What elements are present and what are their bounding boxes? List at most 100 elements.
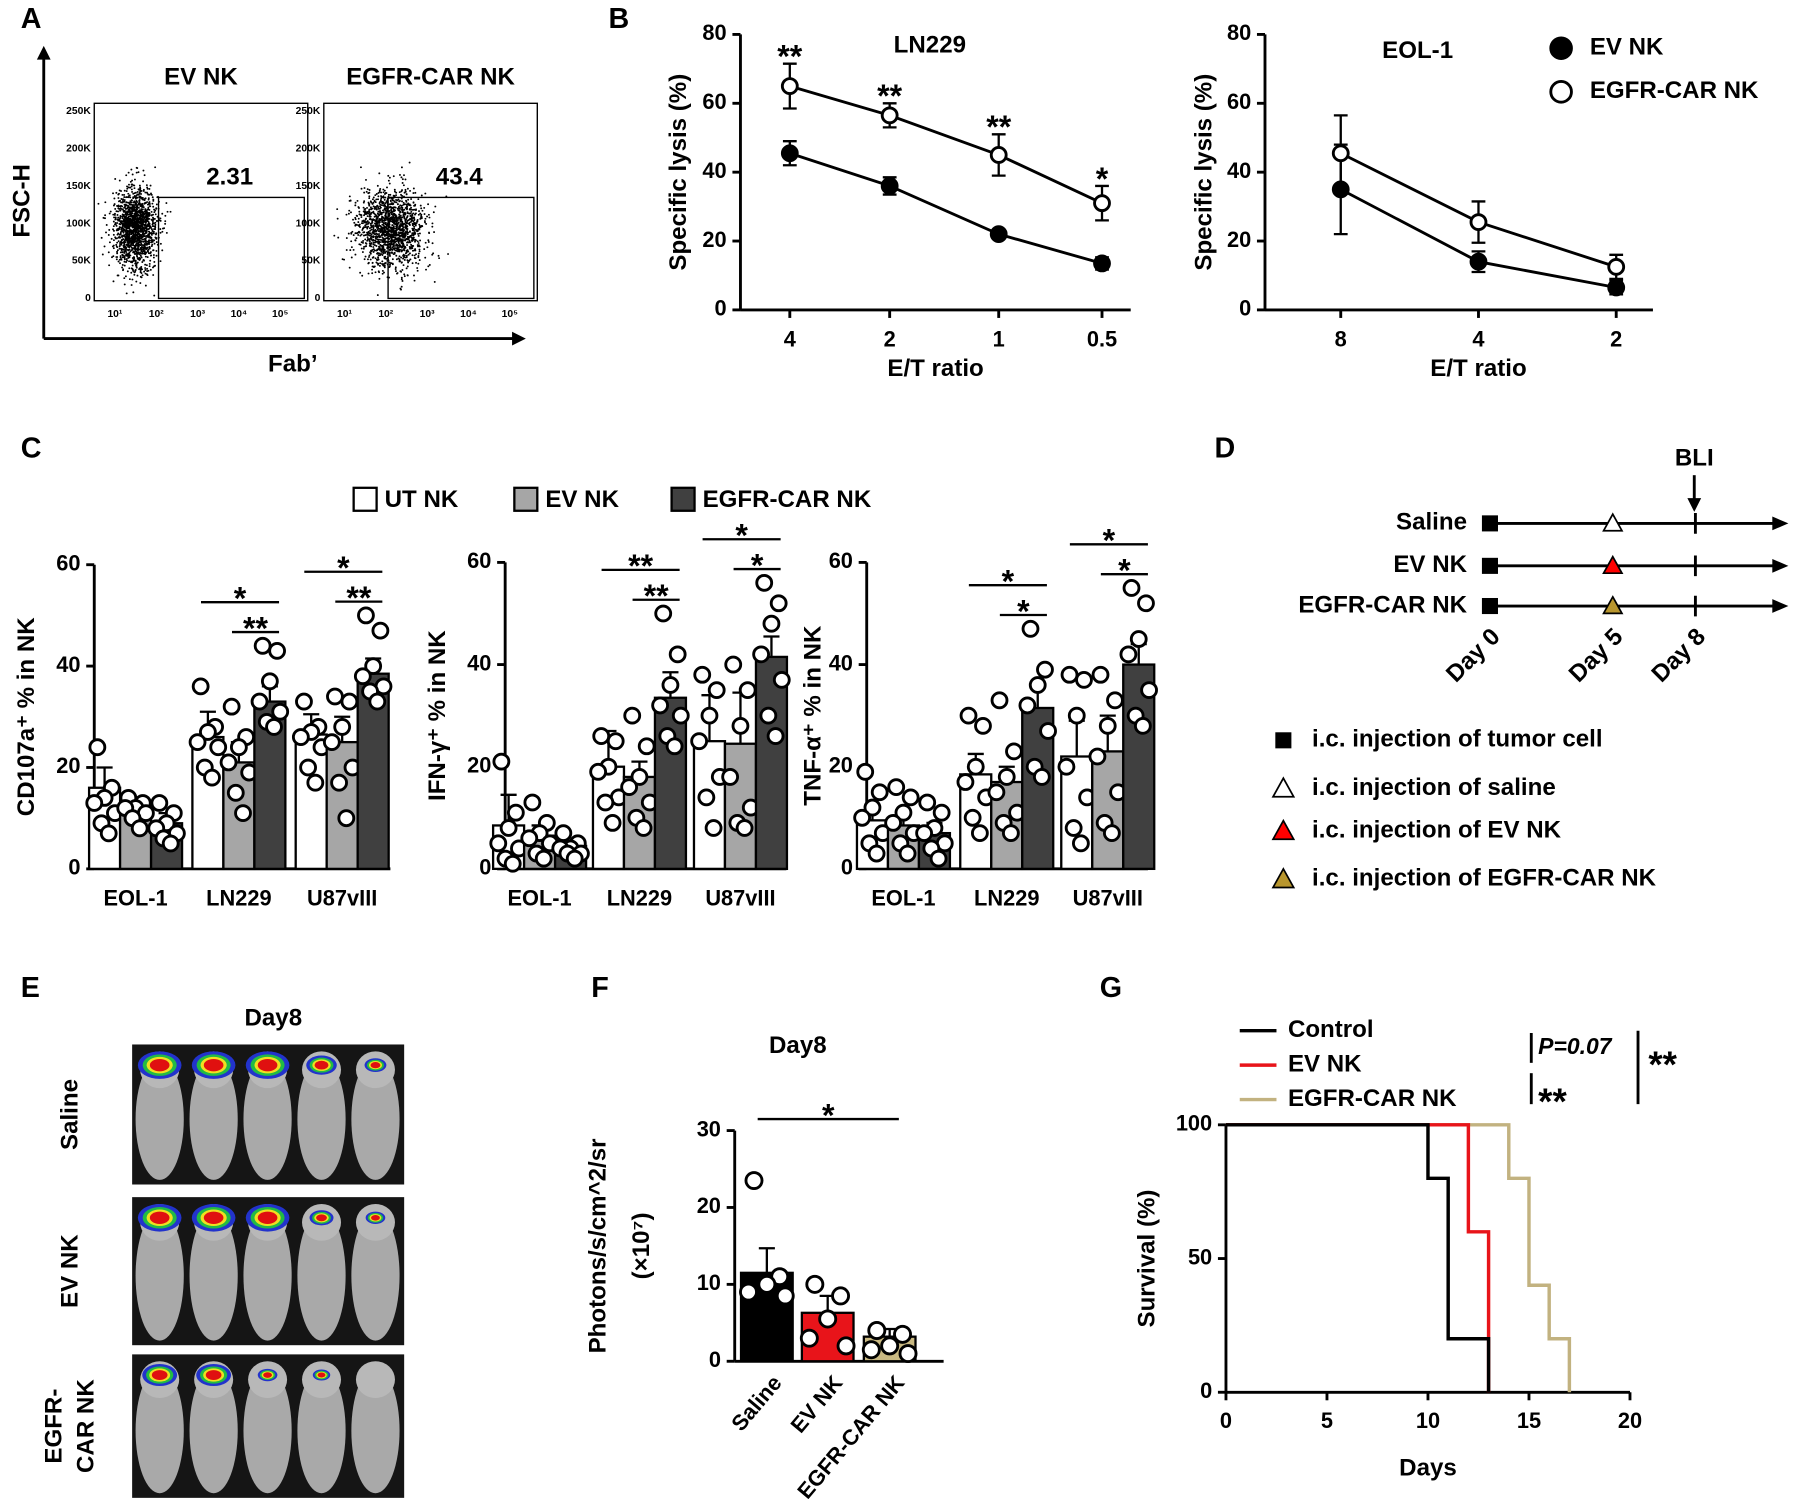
point bbox=[1607, 278, 1626, 297]
annotation: ** bbox=[1538, 1081, 1567, 1122]
point bbox=[731, 716, 750, 735]
legend-text: EGFR-CAR NK bbox=[1288, 1085, 1457, 1112]
y-tick-label: 50K bbox=[72, 256, 91, 267]
mouse-head bbox=[355, 1361, 395, 1398]
x-tick-label: 15 bbox=[1517, 1408, 1541, 1433]
timeline-line bbox=[1489, 513, 1775, 534]
x-tick-label: 10³ bbox=[190, 309, 205, 320]
bar bbox=[1091, 750, 1125, 871]
point bbox=[863, 798, 882, 817]
arrow-head bbox=[1772, 516, 1789, 531]
signal bbox=[257, 1058, 278, 1072]
point bbox=[260, 672, 279, 691]
arrow-head bbox=[1772, 558, 1789, 573]
legend-marker bbox=[352, 486, 378, 512]
point bbox=[739, 1282, 758, 1302]
y-axis-label: IFN-γ⁺ % in NK bbox=[424, 630, 451, 801]
point bbox=[637, 737, 656, 756]
plot-title: EV NK bbox=[164, 63, 238, 90]
point bbox=[333, 718, 352, 736]
point bbox=[893, 1324, 912, 1344]
point bbox=[1106, 691, 1124, 710]
point bbox=[520, 829, 539, 848]
tumor-marker bbox=[1481, 597, 1498, 615]
line bbox=[789, 84, 1103, 205]
significance: ** bbox=[346, 580, 372, 616]
x-tick-label: 2 bbox=[1610, 327, 1622, 352]
bar bbox=[754, 655, 789, 871]
point bbox=[606, 732, 625, 751]
x-tick-label: 4 bbox=[784, 327, 796, 352]
gate bbox=[157, 196, 305, 300]
point bbox=[887, 778, 906, 797]
point bbox=[630, 768, 649, 786]
point bbox=[894, 803, 913, 822]
point bbox=[1607, 257, 1626, 276]
x-tick-label: 10⁵ bbox=[272, 309, 288, 320]
legend-text: i.c. injection of EGFR-CAR NK bbox=[1312, 865, 1657, 892]
significance: * bbox=[1017, 593, 1030, 629]
point bbox=[634, 819, 653, 837]
signal bbox=[203, 1211, 224, 1224]
signal bbox=[263, 1372, 272, 1378]
event-dots bbox=[97, 166, 172, 297]
point bbox=[1005, 742, 1023, 761]
x-tick-label: 10² bbox=[378, 309, 393, 320]
panel-label: A bbox=[21, 3, 42, 35]
survival-line bbox=[1225, 1123, 1572, 1393]
point bbox=[700, 706, 719, 725]
point bbox=[188, 733, 207, 752]
point bbox=[1032, 768, 1051, 786]
point bbox=[989, 225, 1008, 244]
point bbox=[1057, 757, 1076, 776]
signal bbox=[203, 1058, 224, 1072]
legend-marker bbox=[1549, 80, 1573, 104]
signal bbox=[151, 1370, 168, 1380]
y-axis-label: CD107a⁺ % in NK bbox=[13, 617, 40, 816]
signal bbox=[316, 1214, 327, 1222]
legend-text: i.c. injection of EV NK bbox=[1312, 816, 1562, 843]
x-axis-label: Days bbox=[1399, 1455, 1457, 1482]
legend-text: EGFR-CAR NK bbox=[703, 486, 872, 513]
point bbox=[1001, 824, 1020, 843]
timeline-line bbox=[1489, 555, 1775, 577]
point bbox=[489, 834, 508, 853]
point bbox=[99, 824, 118, 843]
marker-label: BLI bbox=[1675, 444, 1714, 471]
point bbox=[326, 687, 344, 706]
signal bbox=[317, 1372, 326, 1378]
point bbox=[322, 733, 341, 752]
y-tick-label: 0 bbox=[841, 855, 853, 880]
point bbox=[499, 819, 518, 837]
significance: ** bbox=[777, 39, 803, 75]
y-tick-label: 250K bbox=[66, 106, 91, 117]
point bbox=[762, 614, 781, 633]
point bbox=[353, 667, 372, 686]
arrow-head bbox=[1772, 599, 1789, 613]
mouse bbox=[297, 1210, 346, 1341]
point bbox=[1122, 579, 1141, 597]
row-label: EV NK bbox=[57, 1234, 84, 1308]
point bbox=[707, 681, 726, 699]
x-tick-label: 10⁵ bbox=[502, 309, 518, 320]
y-tick-label: 20 bbox=[829, 752, 853, 777]
y-tick-label: 40 bbox=[829, 650, 853, 675]
x-tick-label: 1 bbox=[993, 327, 1005, 352]
mouse bbox=[135, 1058, 184, 1180]
legend-text: i.c. injection of tumor cell bbox=[1312, 726, 1603, 753]
y-tick-label: 0 bbox=[1200, 1378, 1212, 1403]
point bbox=[150, 794, 169, 812]
point bbox=[265, 718, 283, 736]
y-tick-label: 80 bbox=[1227, 20, 1251, 45]
point bbox=[589, 762, 608, 781]
point bbox=[603, 814, 622, 832]
point bbox=[1098, 716, 1117, 735]
point bbox=[915, 824, 933, 843]
annotation: P=0.07 bbox=[1538, 1033, 1613, 1059]
point bbox=[752, 645, 771, 664]
x-tick-label: 20 bbox=[1618, 1408, 1642, 1433]
x-tick-label: LN229 bbox=[974, 886, 1039, 911]
significance: ** bbox=[644, 578, 670, 614]
point bbox=[492, 752, 511, 771]
mouse bbox=[243, 1368, 292, 1494]
